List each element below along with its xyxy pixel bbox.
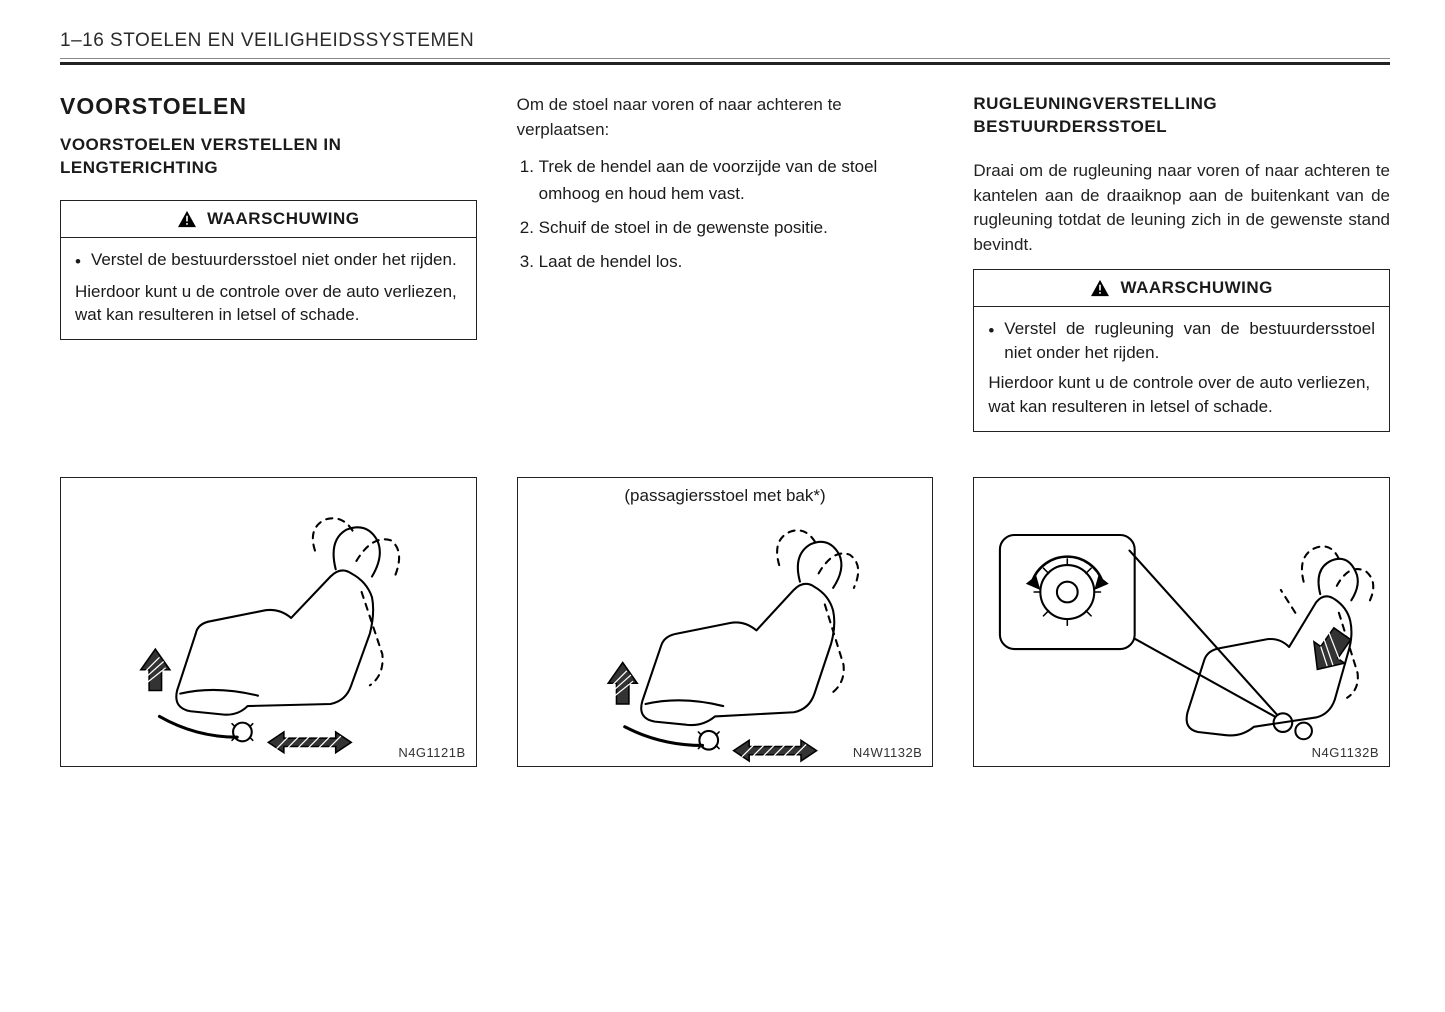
text-columns: VOORSTOELEN VOORSTOELEN VERSTELLEN IN LE…	[60, 93, 1390, 432]
seat-slide-illustration	[61, 478, 476, 779]
warning-label: WAARSCHUWING	[207, 209, 359, 229]
warning-bullet-text: Verstel de rugleuning van de bestuurders…	[1004, 317, 1375, 365]
warning-triangle-icon	[177, 210, 197, 228]
instructions-list: Trek de hendel aan de voorzijde van de s…	[517, 154, 934, 275]
figure-code: N4G1132B	[1312, 745, 1379, 760]
subsection-title-2: RUGLEUNINGVERSTELLING BESTUURDERSSTOEL	[973, 93, 1390, 139]
column-3: RUGLEUNINGVERSTELLING BESTUURDERSSTOEL D…	[973, 93, 1390, 432]
instruction-step-1: Trek de hendel aan de voorzijde van de s…	[539, 154, 934, 207]
figure-recline-knob: N4G1132B	[973, 477, 1390, 767]
warning-consequence-text: Hierdoor kunt u de controle over de auto…	[988, 371, 1375, 419]
warning-box-2: WAARSCHUWING • Verstel de rugleuning van…	[973, 269, 1390, 431]
warning-label: WAARSCHUWING	[1120, 278, 1272, 298]
instructions-intro: Om de stoel naar voren of naar achteren …	[517, 93, 934, 142]
bullet-dot: •	[75, 248, 81, 274]
column-2: Om de stoel naar voren of naar achteren …	[517, 93, 934, 432]
arrow-horizontal-icon	[733, 740, 816, 761]
instruction-step-2: Schuif de stoel in de gewenste positie.	[539, 215, 934, 241]
column-1: VOORSTOELEN VOORSTOELEN VERSTELLEN IN LE…	[60, 93, 477, 432]
warning-triangle-icon	[1090, 279, 1110, 297]
warning-box-1: WAARSCHUWING • Verstel de bestuurderssto…	[60, 200, 477, 340]
header-rule	[60, 58, 1390, 65]
warning-header: WAARSCHUWING	[974, 270, 1389, 307]
section-title: VOORSTOELEN	[60, 93, 477, 120]
arrow-up-icon	[608, 662, 637, 703]
bullet-dot: •	[988, 317, 994, 365]
figure-seat-slide: N4G1121B	[60, 477, 477, 767]
passenger-seat-illustration	[518, 478, 933, 779]
figures-row: N4G1121B (passagiersstoel met bak*)	[60, 477, 1390, 767]
arrow-up-icon	[141, 649, 170, 690]
warning-header: WAARSCHUWING	[61, 201, 476, 238]
arrow-horizontal-icon	[268, 732, 351, 753]
figure-code: N4W1132B	[853, 745, 923, 760]
figure-code: N4G1121B	[398, 745, 465, 760]
figure-passenger-seat: (passagiersstoel met bak*)	[517, 477, 934, 767]
page-header: 1–16 STOELEN EN VEILIGHEIDSSYSTEMEN	[60, 30, 1390, 52]
recline-body-text: Draai om de rugleuning naar voren of naa…	[973, 159, 1390, 258]
recline-illustration	[974, 478, 1389, 779]
warning-consequence-text: Hierdoor kunt u de controle over de auto…	[75, 280, 462, 328]
subsection-title: VOORSTOELEN VERSTELLEN IN LENGTERICHTING	[60, 134, 477, 180]
warning-bullet-text: Verstel de bestuurdersstoel niet onder h…	[91, 248, 457, 274]
instruction-step-3: Laat de hendel los.	[539, 249, 934, 275]
